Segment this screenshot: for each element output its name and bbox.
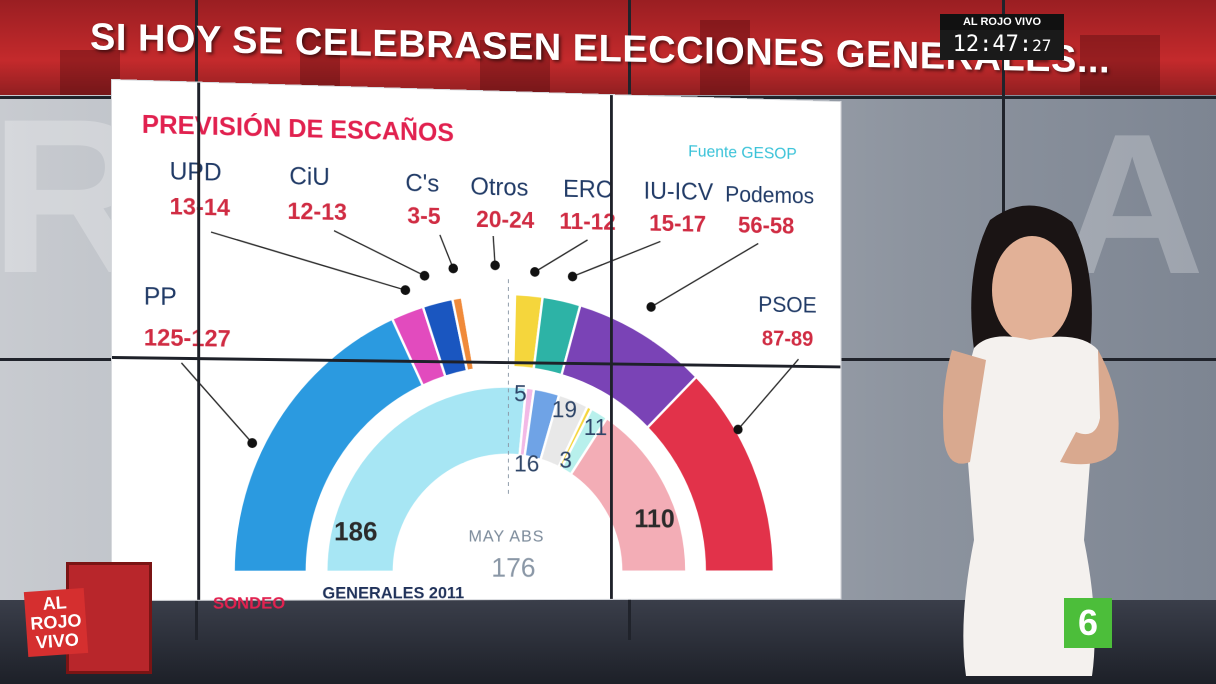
majority-label: MAY ABS: [468, 526, 545, 546]
label-podemos: Podemos: [725, 181, 815, 209]
label-upd: UPD: [169, 157, 222, 187]
value-2011-otros: 19: [551, 396, 577, 424]
chart-panel: PREVISIÓN DE ESCAÑOS Fuente GESOP UPD 13…: [112, 80, 841, 613]
clock-hhmm: 12:47:: [952, 32, 1033, 57]
leader-dot: [419, 270, 430, 281]
sondeo-segment-podemos: [561, 305, 696, 428]
parliament-chart: [112, 80, 840, 600]
value-2011-iu: 11: [583, 414, 608, 441]
label-iu-icv: IU-ICV: [643, 177, 714, 206]
channel-logo: 6: [1064, 598, 1112, 648]
label-erc: ERC: [563, 175, 613, 204]
label-cs: C's: [405, 169, 440, 198]
label-otros: Otros: [470, 172, 529, 202]
leader-line: [573, 240, 661, 279]
range-psoe: 87-89: [761, 326, 814, 351]
leader-dot: [733, 424, 743, 435]
outer-ring-label: SONDEO: [212, 593, 286, 613]
value-2011-psoe: 110: [634, 504, 675, 534]
leader-line: [334, 231, 425, 276]
leader-dot: [400, 285, 411, 296]
sondeo-segment-ciu: [423, 298, 467, 377]
show-logo: AL ROJO VIVO: [23, 562, 152, 674]
show-logo-text: AL ROJO VIVO: [23, 587, 89, 658]
label-ciu: CiU: [289, 162, 330, 192]
videowall-seam: [197, 82, 201, 600]
videowall-seam: [610, 95, 613, 599]
leader-dot: [530, 266, 540, 277]
sondeo-segment-erc: [513, 294, 542, 369]
leader-dot: [646, 302, 656, 312]
range-ciu: 12-13: [287, 198, 347, 227]
clock-time: 12:47:27: [940, 30, 1064, 60]
range-pp: 125-127: [143, 324, 231, 353]
g2011-segment-psoe: [571, 418, 687, 572]
clock-brand: AL ROJO VIVO: [940, 14, 1064, 30]
leader-line: [440, 235, 453, 269]
range-erc: 11-12: [559, 208, 616, 236]
clock-seconds: 27: [1032, 36, 1052, 55]
clock-widget: AL ROJO VIVO 12:47:27: [940, 14, 1064, 60]
range-cs: 3-5: [407, 202, 441, 231]
leader-dot: [490, 260, 500, 271]
sondeo-segment-pp: [234, 316, 423, 572]
leader-line: [651, 241, 758, 308]
value-2011-upd: 5: [514, 380, 527, 408]
range-otros: 20-24: [476, 206, 535, 234]
leader-dot: [448, 263, 459, 274]
majority-value: 176: [491, 552, 536, 583]
sondeo-segment-otros: [462, 293, 515, 370]
leader-line: [211, 232, 405, 290]
label-psoe: PSOE: [758, 291, 817, 318]
value-2011-ciu: 16: [514, 450, 540, 478]
leader-line: [535, 239, 588, 273]
range-iu-icv: 15-17: [649, 210, 707, 238]
presenter-figure: [943, 205, 1119, 676]
leader-line: [181, 363, 252, 443]
leader-dot: [567, 271, 578, 282]
range-podemos: 56-58: [738, 212, 795, 240]
label-pp: PP: [143, 282, 177, 312]
g2011-segment-pp: [326, 384, 526, 571]
value-2011-pp: 186: [334, 516, 378, 547]
leader-line: [738, 358, 798, 430]
value-2011-erc: 3: [559, 447, 572, 474]
inner-ring-label: GENERALES 2011: [322, 583, 465, 603]
leader-dot: [247, 438, 258, 449]
